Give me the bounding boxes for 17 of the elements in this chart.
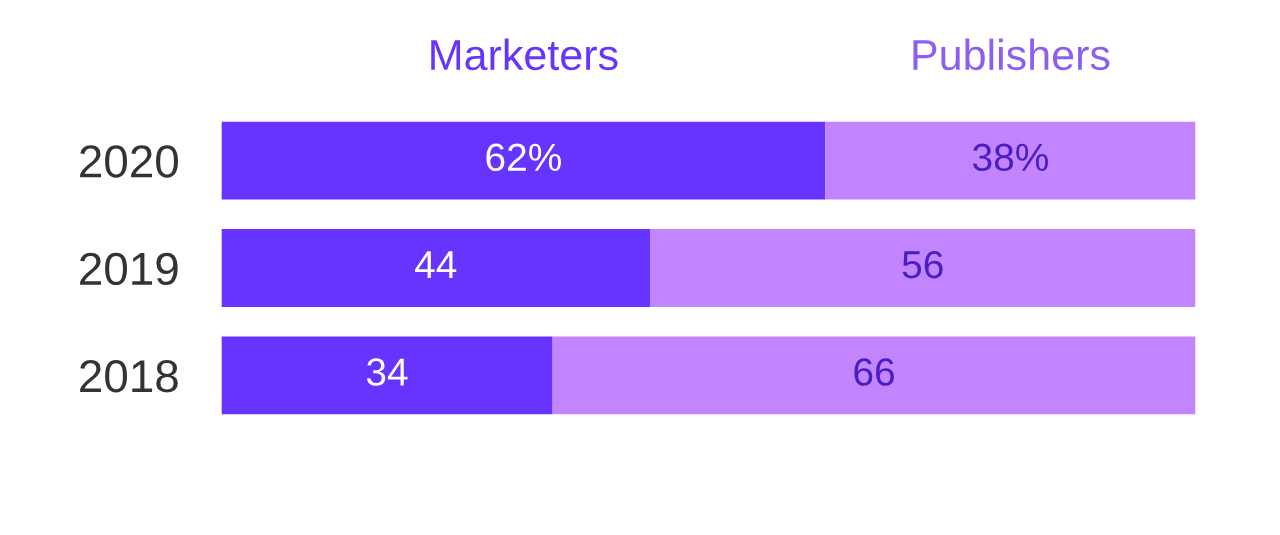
y-tick-label: 2019 [80, 252, 178, 286]
data-label: 66 [854, 358, 894, 386]
bar [650, 229, 1196, 307]
series-label: Publishers [913, 38, 1110, 71]
series-label: Marketers [431, 38, 618, 71]
data-label: 62% [486, 143, 561, 172]
bar [221, 229, 651, 307]
bar [552, 336, 1196, 415]
bar [221, 336, 553, 415]
data-label: 38% [973, 143, 1048, 172]
bar [825, 121, 1196, 200]
bar [221, 121, 826, 200]
data-label: 44 [415, 251, 457, 279]
y-tick-label: 2020 [80, 145, 178, 178]
data-label: 56 [902, 250, 943, 279]
data-label: 34 [366, 358, 408, 386]
y-tick-label: 2018 [80, 359, 178, 393]
